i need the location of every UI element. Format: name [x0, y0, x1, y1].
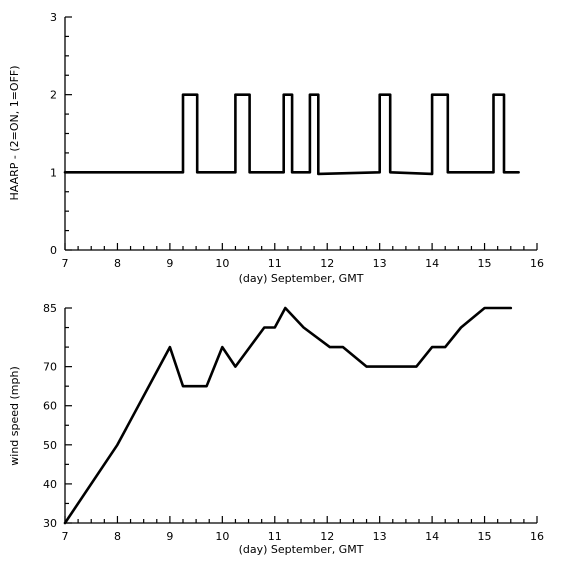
- y-tick-label: 70: [43, 361, 57, 374]
- x-tick-label: 10: [215, 257, 229, 270]
- x-tick-label: 9: [166, 530, 173, 543]
- x-tick-label: 10: [215, 530, 229, 543]
- x-tick-label: 16: [530, 530, 544, 543]
- wind-speed-line: [63, 306, 513, 525]
- y-tick-label: 30: [43, 517, 57, 530]
- wind-speed-chart: 7 8 9 10 11 12 13 14 15 16 30 40 50 60 70 85 (day) Septe…: [8, 302, 544, 556]
- y-tick-label: 3: [50, 11, 57, 24]
- y-axis-title: HAARP - (2=ON, 1=OFF): [8, 65, 21, 200]
- x-tick-label: 8: [114, 257, 121, 270]
- x-tick-label: 7: [62, 257, 69, 270]
- x-tick-label: 13: [373, 530, 387, 543]
- x-tick-label: 12: [320, 257, 334, 270]
- y-tick-label: 85: [43, 302, 57, 315]
- y-tick-label: 40: [43, 478, 57, 491]
- x-tick-label: 15: [478, 530, 492, 543]
- x-tick-label: 14: [425, 257, 439, 270]
- y-tick-label: 0: [50, 244, 57, 257]
- y-tick-label: 1: [50, 166, 57, 179]
- x-tick-label: 16: [530, 257, 544, 270]
- y-axis-title: wind speed (mph): [8, 366, 21, 465]
- y-tick-label: 60: [43, 400, 57, 413]
- x-tick-label: 15: [478, 257, 492, 270]
- x-tick-label: 7: [62, 530, 69, 543]
- x-tick-label: 8: [114, 530, 121, 543]
- y-tick-label: 2: [50, 89, 57, 102]
- x-tick-label: 11: [268, 530, 282, 543]
- x-tick-label: 14: [425, 530, 439, 543]
- x-tick-label: 9: [166, 257, 173, 270]
- x-tick-label: 12: [320, 530, 334, 543]
- x-axis-title: (day) September, GMT: [239, 272, 364, 285]
- x-tick-label: 13: [373, 257, 387, 270]
- haarp-status-line: [63, 93, 520, 176]
- x-axis-title: (day) September, GMT: [239, 543, 364, 556]
- y-tick-label: 50: [43, 439, 57, 452]
- x-tick-label: 11: [268, 257, 282, 270]
